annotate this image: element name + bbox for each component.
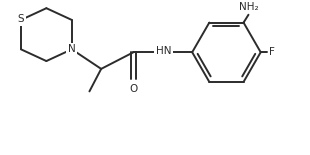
Text: HN: HN <box>156 46 171 56</box>
Text: O: O <box>129 84 138 94</box>
Text: N: N <box>68 44 76 54</box>
Text: NH₂: NH₂ <box>239 2 258 12</box>
Text: S: S <box>18 14 24 24</box>
Text: F: F <box>268 47 274 57</box>
